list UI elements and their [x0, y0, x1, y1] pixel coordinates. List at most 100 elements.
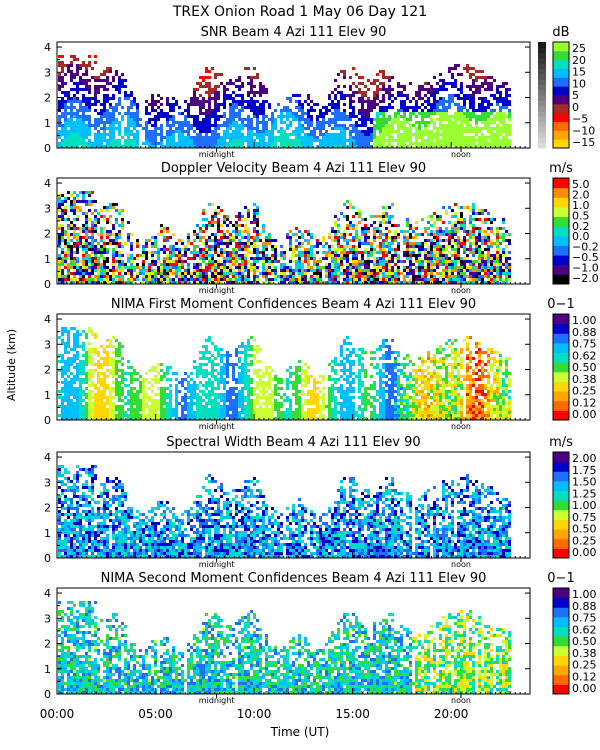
colorbar-unit: 0−1 — [547, 297, 574, 312]
colorbar: 5.02.01.00.50.20.0−0.2−0.5−1.0−2.0 — [552, 177, 599, 285]
figure-title: TREX Onion Road 1 May 06 Day 121 — [172, 4, 427, 20]
colorbar-label: 0.25 — [572, 385, 597, 398]
colorbar-label: −2.0 — [572, 272, 599, 285]
colorbar-label: −0.5 — [572, 251, 599, 264]
colorbar-label: 0.75 — [572, 338, 597, 351]
panel-3: NIMA First Moment Confidences Beam 4 Azi… — [44, 297, 597, 431]
marker-label-noon: noon — [451, 150, 471, 159]
colorbar-swatch — [553, 391, 569, 402]
colorbar-swatch — [553, 509, 569, 520]
colorbar-label: 2.0 — [572, 188, 590, 201]
colorbar-label: 0.12 — [572, 670, 597, 683]
marker-label-midnight: midnight — [199, 286, 235, 295]
marker-label-midnight: midnight — [199, 560, 235, 569]
colorbar: 1.000.880.750.620.500.380.250.120.00 — [552, 587, 597, 695]
colorbar-swatch — [553, 352, 569, 363]
y-tick-label: 0 — [44, 688, 51, 701]
colorbar-label: 25 — [572, 42, 586, 55]
colorbar-swatch — [553, 342, 569, 354]
marker-label-noon: noon — [451, 422, 471, 431]
colorbar-label: 20 — [572, 54, 586, 67]
y-axis-label: Altitude (km) — [5, 329, 18, 401]
colorbar-swatch — [553, 178, 569, 189]
colorbar-unit: m/s — [549, 161, 573, 176]
colorbar-label: −1.0 — [572, 262, 599, 275]
y-tick-label: 3 — [44, 66, 51, 79]
y-tick-label: 1 — [44, 663, 51, 676]
colorbar-swatch — [553, 500, 569, 511]
colorbar-swatch — [553, 645, 569, 656]
x-tick-label: 10:00 — [237, 707, 272, 721]
heatmap-cells — [58, 465, 511, 558]
y-tick-label: 3 — [44, 612, 51, 625]
colorbar-swatch — [553, 77, 569, 87]
colorbar-label: 1.75 — [572, 464, 597, 477]
colorbar-swatch — [553, 538, 569, 549]
colorbar-label: 0.00 — [572, 408, 597, 421]
colorbar-swatch — [553, 655, 569, 666]
colorbar-swatch — [553, 206, 569, 218]
colorbar-swatch — [553, 480, 569, 492]
colorbar-label: 1.00 — [572, 499, 597, 512]
colorbar-swatch — [553, 314, 569, 325]
colorbar-label: 5.0 — [572, 178, 590, 191]
colorbar-swatch — [553, 333, 569, 344]
y-tick-label: 1 — [44, 253, 51, 266]
colorbar-swatch — [553, 226, 569, 237]
y-tick-label: 1 — [44, 527, 51, 540]
marker-label-midnight: midnight — [199, 696, 235, 705]
colorbar-label: 0.75 — [572, 612, 597, 625]
colorbar-swatch — [553, 597, 569, 608]
colorbar-swatch — [553, 95, 569, 105]
colorbar-label: 0 — [572, 101, 579, 114]
colorbar-label: 0.25 — [572, 534, 597, 547]
y-tick-label: 2 — [44, 502, 51, 515]
y-tick-label: 2 — [44, 228, 51, 241]
colorbar-label: 0.2 — [572, 220, 590, 233]
colorbar-label: 0.62 — [572, 623, 597, 636]
y-tick-label: 2 — [44, 364, 51, 377]
x-axis: 00:00 05:00 10:00 15:00 20:00 — [40, 707, 469, 721]
colorbar-swatch — [553, 588, 569, 599]
colorbar-swatch — [553, 626, 569, 637]
colorbar-swatch — [553, 607, 569, 618]
y-tick-label: 4 — [44, 41, 51, 54]
panel-5: NIMA Second Moment Confidences Beam 4 Az… — [44, 571, 597, 705]
x-axis-label: Time (UT) — [270, 725, 330, 739]
colorbar-label: −10 — [572, 124, 595, 137]
panel-title: Spectral Width Beam 4 Azi 111 Elev 90 — [166, 435, 420, 450]
heatmap-cells — [58, 327, 511, 420]
marker-label-noon: noon — [451, 560, 471, 569]
colorbar-label: 0.38 — [572, 647, 597, 660]
colorbar-swatch — [553, 42, 569, 52]
colorbar-label: 1.0 — [572, 199, 590, 212]
colorbar-swatch — [553, 121, 569, 131]
colorbar-swatch — [553, 245, 569, 256]
colorbar-swatch — [553, 197, 569, 208]
y-tick-label: 4 — [44, 177, 51, 190]
colorbar-swatch — [553, 410, 569, 421]
colorbar-swatch — [553, 139, 569, 149]
panel-title: NIMA Second Moment Confidences Beam 4 Az… — [101, 571, 487, 586]
y-tick-label: 0 — [44, 278, 51, 291]
y-tick-label: 0 — [44, 552, 51, 565]
colorbar-swatch — [553, 400, 569, 411]
colorbar-label: 0.00 — [572, 546, 597, 559]
y-tick-label: 3 — [44, 476, 51, 489]
colorbar-swatch — [553, 529, 569, 540]
colorbar-label: 1.00 — [572, 314, 597, 327]
colorbar-swatch — [553, 371, 569, 382]
colorbar-label: 15 — [572, 66, 586, 79]
colorbar-label: 2.00 — [572, 452, 597, 465]
colorbar-label: 0.88 — [572, 600, 597, 613]
colorbar-unit: m/s — [549, 435, 573, 450]
colorbar-label: 0.50 — [572, 635, 597, 648]
colorbar-unit: dB — [552, 25, 569, 40]
colorbar-swatch — [553, 130, 569, 140]
colorbar-swatch — [553, 471, 569, 482]
x-tick-label: 20:00 — [434, 707, 469, 721]
colorbar-swatch — [553, 112, 569, 122]
colorbar-label: 0.50 — [572, 361, 597, 374]
